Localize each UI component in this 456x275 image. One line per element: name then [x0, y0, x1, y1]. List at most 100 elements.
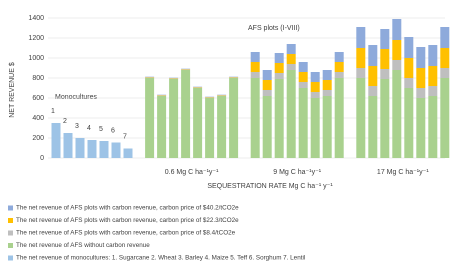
bar-segment [229, 77, 239, 78]
bar-segment [169, 78, 179, 79]
bar-segment [298, 88, 308, 158]
bar-segment [111, 142, 121, 158]
bar-segment [274, 63, 284, 73]
bar-segment [250, 52, 260, 62]
group-label: 0.6 Mg C ha⁻¹y⁻¹ [165, 169, 219, 176]
bar-segment [368, 66, 378, 86]
bar-segment [286, 64, 296, 70]
bar-segment [250, 72, 260, 78]
bar-segment [428, 86, 438, 96]
legend-swatch [8, 243, 13, 248]
bar-segment [145, 76, 155, 78]
bar-segment [380, 79, 390, 158]
bar-segment [368, 96, 378, 158]
bar-segment [404, 37, 414, 58]
bar-segment [380, 69, 390, 79]
bar-segment [286, 54, 296, 64]
bar-segment [145, 77, 155, 78]
y-tick-label: 400 [32, 115, 44, 122]
bar-segment [51, 123, 61, 158]
bar-segment [274, 79, 284, 158]
bar-segment [416, 47, 426, 68]
bar-segment [298, 82, 308, 88]
y-tick-label: 1000 [28, 55, 44, 62]
y-axis-label: NET REVENUE $ [9, 62, 16, 118]
bar-segment [322, 80, 332, 90]
bar-segment [262, 96, 272, 158]
bar-segment [75, 138, 85, 158]
legend-label: The net revenue of AFS without carbon re… [16, 242, 150, 249]
bar-segment [262, 80, 272, 90]
bar-segment [169, 79, 179, 158]
bar-segment [310, 72, 320, 82]
annotation: Monocultures [55, 94, 98, 101]
bar-segment [274, 53, 284, 63]
bar-segment [87, 140, 97, 158]
bar-segment [193, 88, 203, 158]
bar-segment [392, 40, 402, 60]
bar-segment [262, 70, 272, 80]
category-label: 5 [99, 126, 103, 133]
bar-segment [356, 27, 366, 48]
bar-segment [181, 70, 191, 158]
category-label: 1 [51, 108, 55, 115]
bar-segment [392, 19, 402, 40]
bar-segment [63, 133, 73, 158]
legend-swatch [8, 230, 13, 236]
bar-segment [428, 45, 438, 66]
bar-segment [440, 78, 450, 158]
bar-segment [404, 58, 414, 78]
legend-label: The net revenue of AFS plots with carbon… [16, 217, 239, 224]
category-label: 7 [123, 133, 127, 140]
legend-swatch [8, 205, 13, 211]
bar-segment [274, 73, 284, 79]
bar-segment [356, 78, 366, 158]
bar-segment [334, 72, 344, 78]
category-label: 6 [111, 127, 115, 134]
bar-segment [322, 90, 332, 96]
bar-segment [169, 77, 179, 79]
bar-segment [428, 96, 438, 158]
bar-segment [310, 92, 320, 98]
annotation: AFS plots (I-VIII) [248, 25, 300, 32]
category-label: 3 [75, 123, 79, 130]
bar-segment [416, 68, 426, 88]
bar-segment [205, 98, 215, 158]
bar-segment [380, 49, 390, 69]
bar-segment [157, 95, 167, 96]
bar-segment [205, 96, 215, 98]
y-tick-label: 200 [32, 135, 44, 142]
bar-segment [286, 44, 296, 54]
bar-segment [404, 88, 414, 158]
bar-segment [356, 48, 366, 68]
y-tick-label: 1200 [28, 35, 44, 42]
bar-segment [334, 78, 344, 158]
bar-segment [310, 98, 320, 158]
bar-segment [368, 86, 378, 96]
bar-segment [181, 68, 191, 70]
bar-segment [205, 97, 215, 98]
bar-segment [322, 70, 332, 80]
bar-segment [99, 141, 109, 158]
legend-label: The net revenue of AFS plots with carbon… [16, 205, 239, 212]
bar-segment [368, 45, 378, 66]
bar-segment [217, 95, 227, 96]
bar-segment [428, 66, 438, 86]
bar-segment [217, 94, 227, 96]
bar-segment [416, 88, 426, 98]
bar-segment [193, 87, 203, 88]
bar-segment [356, 68, 366, 78]
bar-segment [404, 78, 414, 88]
bar-segment [440, 27, 450, 48]
bar-segment [157, 96, 167, 158]
bar-segment [157, 94, 167, 96]
category-label: 4 [87, 125, 91, 132]
bar-segment [229, 78, 239, 158]
legend-swatch [8, 255, 13, 261]
bar-segment [380, 29, 390, 49]
bar-segment [334, 62, 344, 72]
bar-segment [250, 62, 260, 72]
y-tick-label: 800 [32, 75, 44, 82]
bar-segment [181, 69, 191, 70]
